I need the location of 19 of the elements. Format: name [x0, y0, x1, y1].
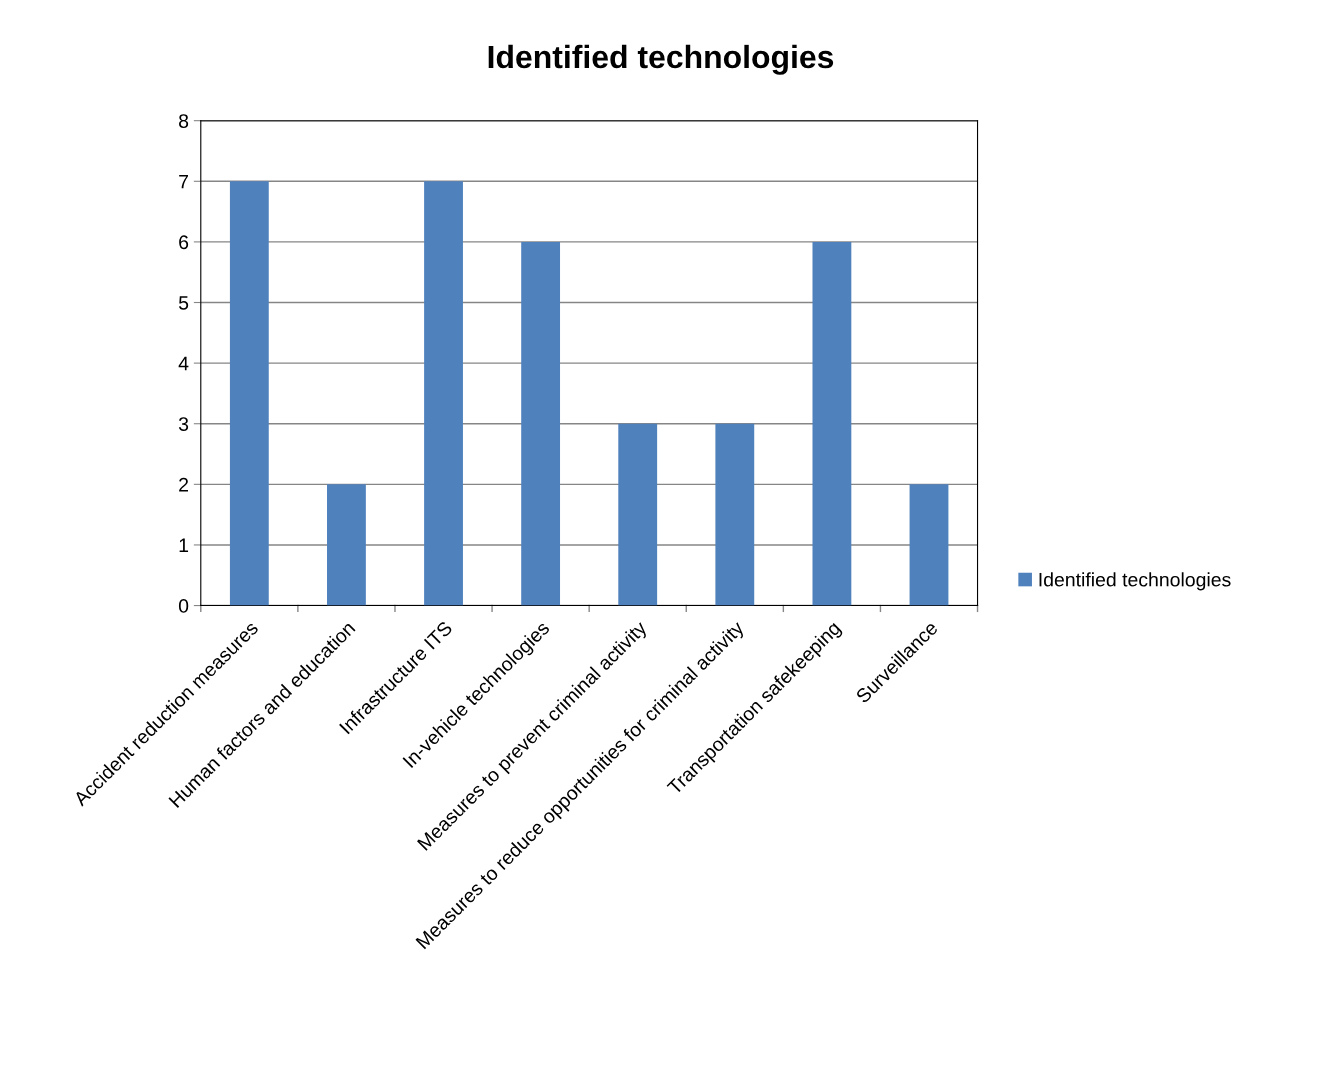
bar: [521, 241, 561, 606]
bar: [715, 423, 755, 606]
bar: [424, 181, 463, 606]
y-tick-label: 6: [179, 235, 189, 250]
y-tick-label: 1: [179, 538, 189, 552]
y-tick-label: 2: [179, 477, 189, 492]
y-tick-label: 0: [178, 599, 189, 613]
y-tick-label: 8: [179, 114, 189, 128]
y-tick-label: 3: [178, 417, 189, 431]
legend-label: Identified technologies: [1039, 572, 1231, 591]
bar: [229, 181, 269, 606]
y-tick-label: 7: [179, 174, 189, 189]
y-tick-label: 4: [178, 356, 189, 371]
y-tick-label: 5: [178, 296, 189, 310]
chart-title: Identified technologies: [488, 44, 834, 75]
bar: [909, 484, 949, 606]
bar: [327, 484, 366, 606]
bar: [812, 241, 852, 606]
bar: [618, 423, 658, 606]
